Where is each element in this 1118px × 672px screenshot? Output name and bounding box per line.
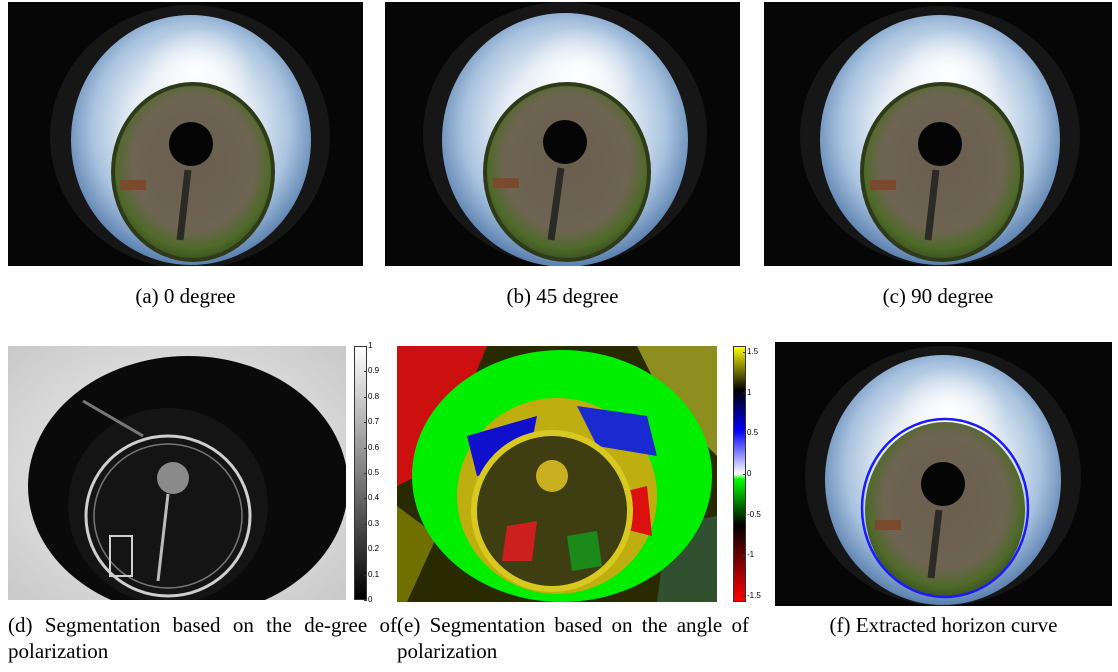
panel-e-image: [397, 346, 717, 602]
dop-colorbar-tick: [364, 549, 367, 551]
aop-colorbar-tick-label: -1.5: [747, 591, 761, 600]
dop-colorbar-tick-label: 0.8: [368, 391, 380, 401]
dop-colorbar-tick-label: 0.9: [368, 366, 380, 376]
aop-colorbar-tick: [743, 392, 746, 394]
caption-d: (d) Segmentation based on the de-gree of…: [8, 612, 397, 664]
caption-d-text: (d) Segmentation based on the de-gree of…: [8, 613, 397, 663]
dop-colorbar-tick: [364, 600, 367, 601]
aop-colorbar-tick-label: -0.5: [747, 509, 761, 519]
aop-colorbar-tick: [743, 514, 746, 516]
dop-colorbar-tick: [364, 498, 367, 500]
caption-f: (f) Extracted horizon curve: [829, 613, 1058, 637]
dop-colorbar-tick-label: 0.3: [368, 518, 380, 528]
dop-colorbar-tick-label: 0.7: [368, 417, 380, 427]
dop-colorbar-tick-label: 0.4: [368, 493, 380, 503]
aop-colorbar-tick-label: -1: [747, 550, 755, 560]
caption-a: (a) 0 degree: [135, 284, 236, 308]
dop-colorbar-tick-label: 0.6: [368, 442, 380, 452]
dop-colorbar-tick-label: 0.2: [368, 544, 380, 554]
caption-e-text: (e) Segmentation based on the angle of p…: [397, 613, 749, 663]
dop-colorbar-tick: [364, 346, 367, 347]
aop-colorbar-tick-label: 0: [747, 469, 752, 478]
panel-f-image: [775, 342, 1112, 606]
dop-colorbar-tick-label: 0.1: [368, 569, 380, 579]
aop-colorbar-tick: [743, 474, 746, 475]
aop-colorbar-tick-label: 0.5: [747, 428, 759, 438]
dop-colorbar-tick: [364, 422, 367, 424]
aop-colorbar-tick: [743, 352, 746, 353]
panel-b-image: [385, 2, 740, 266]
panel-a-image: [8, 2, 363, 266]
aop-colorbar-tick: [743, 596, 746, 597]
dop-colorbar-tick-label: 0.5: [368, 468, 380, 477]
horizon-curve: [860, 417, 1030, 599]
dop-colorbar-tick: [364, 396, 367, 398]
aop-colorbar-tick: [743, 555, 746, 557]
dop-colorbar-tick-label: 1: [368, 341, 373, 350]
caption-b: (b) 45 degree: [506, 284, 619, 308]
caption-c: (c) 90 degree: [882, 284, 994, 308]
dop-colorbar-tick: [364, 473, 367, 474]
dop-colorbar-tick: [364, 574, 367, 576]
aop-colorbar-tick-label: 1: [747, 387, 752, 397]
panel-c-image: [764, 2, 1112, 266]
dop-colorbar-tick-label: 0: [368, 595, 373, 604]
dop-colorbar-tick: [364, 371, 367, 373]
aop-colorbar-tick-label: 1.5: [747, 347, 759, 356]
dop-colorbar-tick: [364, 447, 367, 449]
aop-colorbar-tick: [743, 433, 746, 435]
panel-d-image: [8, 346, 346, 600]
caption-e: (e) Segmentation based on the angle of p…: [397, 612, 749, 664]
dop-colorbar-tick: [364, 523, 367, 525]
